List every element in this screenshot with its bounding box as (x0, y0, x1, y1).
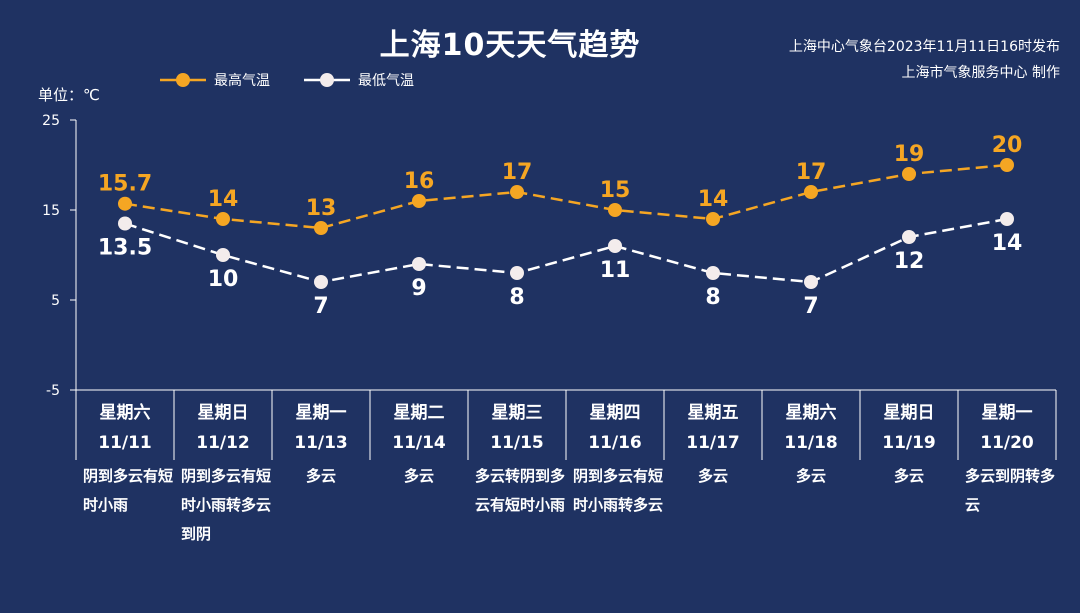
series-low-data-label: 10 (208, 267, 239, 292)
source-line-publisher: 上海中心气象台2023年11月11日16时发布 (788, 39, 1060, 55)
series-low-data-label: 11 (600, 258, 631, 283)
day-header: 星期五 11/17 (664, 398, 762, 458)
series-high-point (510, 185, 524, 199)
weekday-label: 星期日 (197, 403, 249, 423)
day-header: 星期一 11/13 (272, 398, 370, 458)
weekday-label: 星期一 (981, 403, 1033, 423)
series-low-point (902, 230, 916, 244)
day-header: 星期四 11/16 (566, 398, 664, 458)
legend-high-marker (160, 73, 206, 87)
series-high-data-label: 17 (796, 160, 827, 185)
series-low-line (124, 217, 1008, 284)
series-high-point (412, 194, 426, 208)
series-low-point (608, 239, 622, 253)
series-low-data-label: 8 (509, 285, 524, 310)
weather-description: 多云 (795, 467, 826, 485)
day-header: 星期一 11/20 (958, 398, 1056, 458)
legend-item-low: 最低气温 (304, 70, 414, 90)
weather-description: 阴到多云有短时小雨转多云 (573, 467, 664, 514)
legend-item-high: 最高气温 (160, 70, 270, 90)
y-tick-label: 5 (51, 293, 60, 309)
series-high-point (314, 221, 328, 235)
day-header: 星期日 11/19 (860, 398, 958, 458)
day-header: 星期三 11/15 (468, 398, 566, 458)
date-label: 11/19 (882, 433, 936, 453)
y-tick-label: 15 (42, 203, 60, 219)
legend-high-label: 最高气温 (214, 73, 270, 89)
series-low-data-label: 7 (313, 294, 328, 319)
series-high-data-label: 15 (600, 178, 631, 203)
series-low-data-label: 9 (411, 276, 426, 301)
weather-description: 阴到多云有短时小雨转多云到阴 (181, 467, 272, 543)
weekday-label: 星期六 (785, 403, 837, 423)
y-axis-unit-label: 单位：℃ (38, 86, 100, 104)
series-high-point (902, 167, 916, 181)
series-high-point (706, 212, 720, 226)
series-high-data-label: 14 (698, 187, 729, 212)
weather-description: 多云转阴到多云有短时小雨 (475, 467, 566, 514)
weather-description: 阴到多云有短时小雨 (83, 467, 174, 514)
series-high-line (124, 163, 1008, 230)
date-label: 11/13 (294, 433, 348, 453)
date-label: 11/12 (196, 433, 250, 453)
series-low-data-label: 13.5 (98, 236, 152, 261)
legend-low-label: 最低气温 (358, 73, 414, 89)
series-high-data-label: 16 (404, 169, 435, 194)
date-label: 11/16 (588, 433, 642, 453)
date-label: 11/14 (392, 433, 446, 453)
day-header: 星期六 11/18 (762, 398, 860, 458)
weekday-label: 星期二 (393, 403, 445, 423)
series-low-point (314, 275, 328, 289)
weather-description: 多云 (403, 467, 434, 485)
date-label: 11/18 (784, 433, 838, 453)
series-low-point (804, 275, 818, 289)
series-high-point (216, 212, 230, 226)
series-high-data-label: 15.7 (98, 172, 152, 197)
day-header: 星期日 11/12 (174, 398, 272, 458)
date-label: 11/20 (980, 433, 1034, 453)
series-low-data-label: 14 (992, 231, 1023, 256)
date-label: 11/17 (686, 433, 740, 453)
legend-low-marker (304, 73, 350, 87)
series-high-point (118, 196, 132, 211)
day-header: 星期二 11/14 (370, 398, 468, 458)
series-high-data-label: 20 (992, 133, 1023, 158)
day-header: 星期六 11/11 (76, 398, 174, 458)
weather-description: 多云 (893, 467, 924, 485)
weekday-label: 星期四 (589, 403, 641, 423)
weekday-label: 星期三 (491, 403, 543, 423)
series-low-point (706, 266, 720, 280)
y-tick-label: -5 (46, 383, 60, 399)
series-low-point (118, 216, 132, 231)
series-high-data-label: 17 (502, 160, 533, 185)
weather-description: 多云 (697, 467, 728, 485)
source-info: 上海中心气象台2023年11月11日16时发布 上海市气象服务中心 制作 (789, 34, 1060, 86)
chart-title: 上海10天天气趋势 (379, 28, 641, 63)
y-tick-label: 25 (42, 113, 60, 129)
weekday-label: 星期五 (687, 403, 739, 423)
series-low-point (412, 257, 426, 271)
weekday-label: 星期六 (99, 403, 151, 423)
series-high-data-label: 13 (306, 196, 337, 221)
series-high-point (1000, 158, 1014, 172)
series-high-data-label: 14 (208, 187, 239, 212)
series-high-point (608, 203, 622, 217)
legend: 最高气温 最低气温 (160, 70, 414, 90)
weather-description: 多云 (305, 467, 336, 485)
series-high-data-label: 19 (894, 142, 925, 167)
source-line-producer: 上海市气象服务中心 制作 (901, 65, 1060, 81)
weekday-label: 星期日 (883, 403, 935, 423)
series-low-data-label: 8 (705, 285, 720, 310)
series-low-data-label: 12 (894, 249, 925, 274)
weather-description: 多云到阴转多云 (965, 467, 1056, 514)
date-label: 11/15 (490, 433, 544, 453)
date-label: 11/11 (98, 433, 152, 453)
series-low-point (216, 248, 230, 262)
series-low-data-label: 7 (803, 294, 818, 319)
series-high-point (804, 185, 818, 199)
weekday-label: 星期一 (295, 403, 347, 423)
series-low-point (1000, 212, 1014, 226)
series-low-point (510, 266, 524, 280)
